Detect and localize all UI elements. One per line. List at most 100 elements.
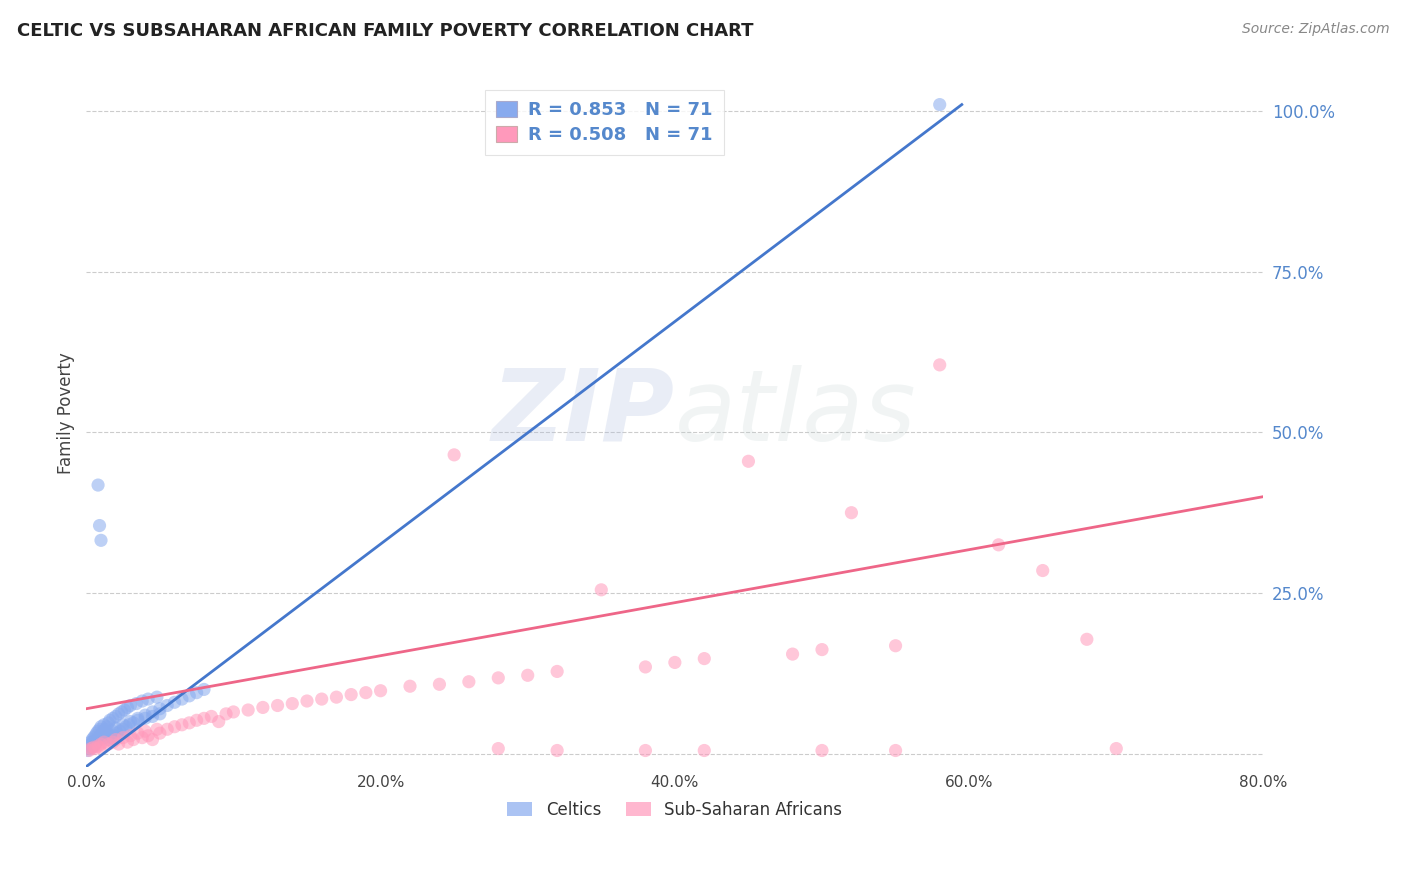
Point bbox=[107, 706, 129, 721]
Point bbox=[131, 731, 153, 745]
Point bbox=[112, 731, 135, 745]
Point bbox=[86, 735, 108, 749]
Point bbox=[1032, 564, 1054, 578]
Point bbox=[200, 709, 222, 723]
Point bbox=[89, 723, 111, 737]
Point bbox=[90, 533, 112, 548]
Point bbox=[222, 705, 245, 719]
Point bbox=[87, 478, 110, 492]
Point bbox=[89, 740, 111, 755]
Point bbox=[141, 732, 163, 747]
Point bbox=[120, 729, 142, 743]
Point bbox=[112, 723, 135, 737]
Point bbox=[105, 726, 128, 740]
Point bbox=[208, 714, 231, 729]
Text: CELTIC VS SUBSAHARAN AFRICAN FAMILY POVERTY CORRELATION CHART: CELTIC VS SUBSAHARAN AFRICAN FAMILY POVE… bbox=[17, 22, 754, 40]
Point bbox=[186, 686, 208, 700]
Point bbox=[546, 743, 568, 757]
Point bbox=[77, 743, 100, 757]
Point bbox=[693, 743, 716, 757]
Point bbox=[101, 735, 124, 749]
Point bbox=[136, 729, 159, 743]
Point bbox=[84, 741, 107, 756]
Point bbox=[80, 735, 103, 749]
Point bbox=[127, 713, 149, 727]
Point bbox=[134, 724, 156, 739]
Text: atlas: atlas bbox=[675, 365, 917, 461]
Point bbox=[127, 726, 149, 740]
Point bbox=[311, 692, 333, 706]
Point bbox=[104, 721, 127, 735]
Point bbox=[87, 724, 110, 739]
Point bbox=[146, 723, 169, 737]
Point bbox=[94, 723, 117, 737]
Point bbox=[236, 703, 259, 717]
Point bbox=[114, 703, 136, 717]
Point bbox=[928, 358, 950, 372]
Point bbox=[149, 726, 172, 740]
Point bbox=[104, 732, 127, 747]
Point bbox=[84, 729, 107, 743]
Point bbox=[811, 642, 834, 657]
Point bbox=[1105, 741, 1128, 756]
Point bbox=[96, 720, 118, 734]
Point bbox=[170, 718, 193, 732]
Point bbox=[77, 741, 100, 756]
Point bbox=[86, 726, 108, 740]
Point bbox=[100, 731, 122, 745]
Text: Source: ZipAtlas.com: Source: ZipAtlas.com bbox=[1241, 22, 1389, 37]
Point bbox=[399, 679, 422, 693]
Point bbox=[782, 647, 804, 661]
Point bbox=[486, 671, 509, 685]
Point bbox=[87, 732, 110, 747]
Point bbox=[110, 705, 132, 719]
Point bbox=[486, 741, 509, 756]
Point bbox=[179, 715, 201, 730]
Point bbox=[634, 660, 657, 674]
Point bbox=[90, 720, 112, 734]
Point bbox=[546, 665, 568, 679]
Point bbox=[252, 700, 274, 714]
Point bbox=[1076, 632, 1098, 647]
Point bbox=[591, 582, 613, 597]
Point bbox=[118, 718, 141, 732]
Point bbox=[266, 698, 288, 713]
Point bbox=[340, 688, 363, 702]
Point bbox=[97, 715, 120, 730]
Point bbox=[82, 732, 104, 747]
Point bbox=[97, 732, 120, 747]
Point bbox=[131, 694, 153, 708]
Y-axis label: Family Poverty: Family Poverty bbox=[58, 352, 75, 474]
Point bbox=[370, 683, 392, 698]
Point bbox=[93, 724, 115, 739]
Point bbox=[170, 692, 193, 706]
Point bbox=[83, 731, 105, 745]
Point bbox=[90, 729, 112, 743]
Point bbox=[516, 668, 538, 682]
Point bbox=[811, 743, 834, 757]
Point bbox=[987, 538, 1010, 552]
Point bbox=[84, 737, 107, 751]
Point bbox=[186, 713, 208, 727]
Point bbox=[737, 454, 759, 468]
Point bbox=[841, 506, 863, 520]
Point bbox=[115, 720, 138, 734]
Point bbox=[163, 695, 186, 709]
Point bbox=[122, 732, 145, 747]
Point bbox=[97, 737, 120, 751]
Point bbox=[97, 727, 120, 741]
Point bbox=[103, 729, 125, 743]
Point bbox=[80, 737, 103, 751]
Point bbox=[193, 682, 215, 697]
Point bbox=[108, 724, 131, 739]
Point bbox=[87, 739, 110, 753]
Point bbox=[149, 702, 172, 716]
Point bbox=[120, 714, 142, 729]
Point bbox=[215, 706, 238, 721]
Point bbox=[93, 735, 115, 749]
Point bbox=[93, 718, 115, 732]
Point bbox=[76, 743, 98, 757]
Point bbox=[120, 698, 142, 713]
Point bbox=[117, 700, 139, 714]
Point bbox=[82, 740, 104, 755]
